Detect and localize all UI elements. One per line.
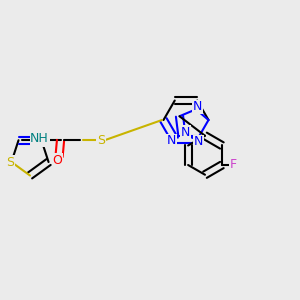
Text: NH: NH <box>30 132 49 145</box>
Text: N: N <box>167 134 176 148</box>
Text: O: O <box>52 154 62 167</box>
Text: N: N <box>193 100 202 113</box>
Text: N: N <box>194 135 203 148</box>
Text: N: N <box>181 126 190 139</box>
Text: N: N <box>38 133 48 146</box>
Text: S: S <box>6 155 14 169</box>
Text: F: F <box>230 158 237 172</box>
Text: S: S <box>97 134 105 147</box>
